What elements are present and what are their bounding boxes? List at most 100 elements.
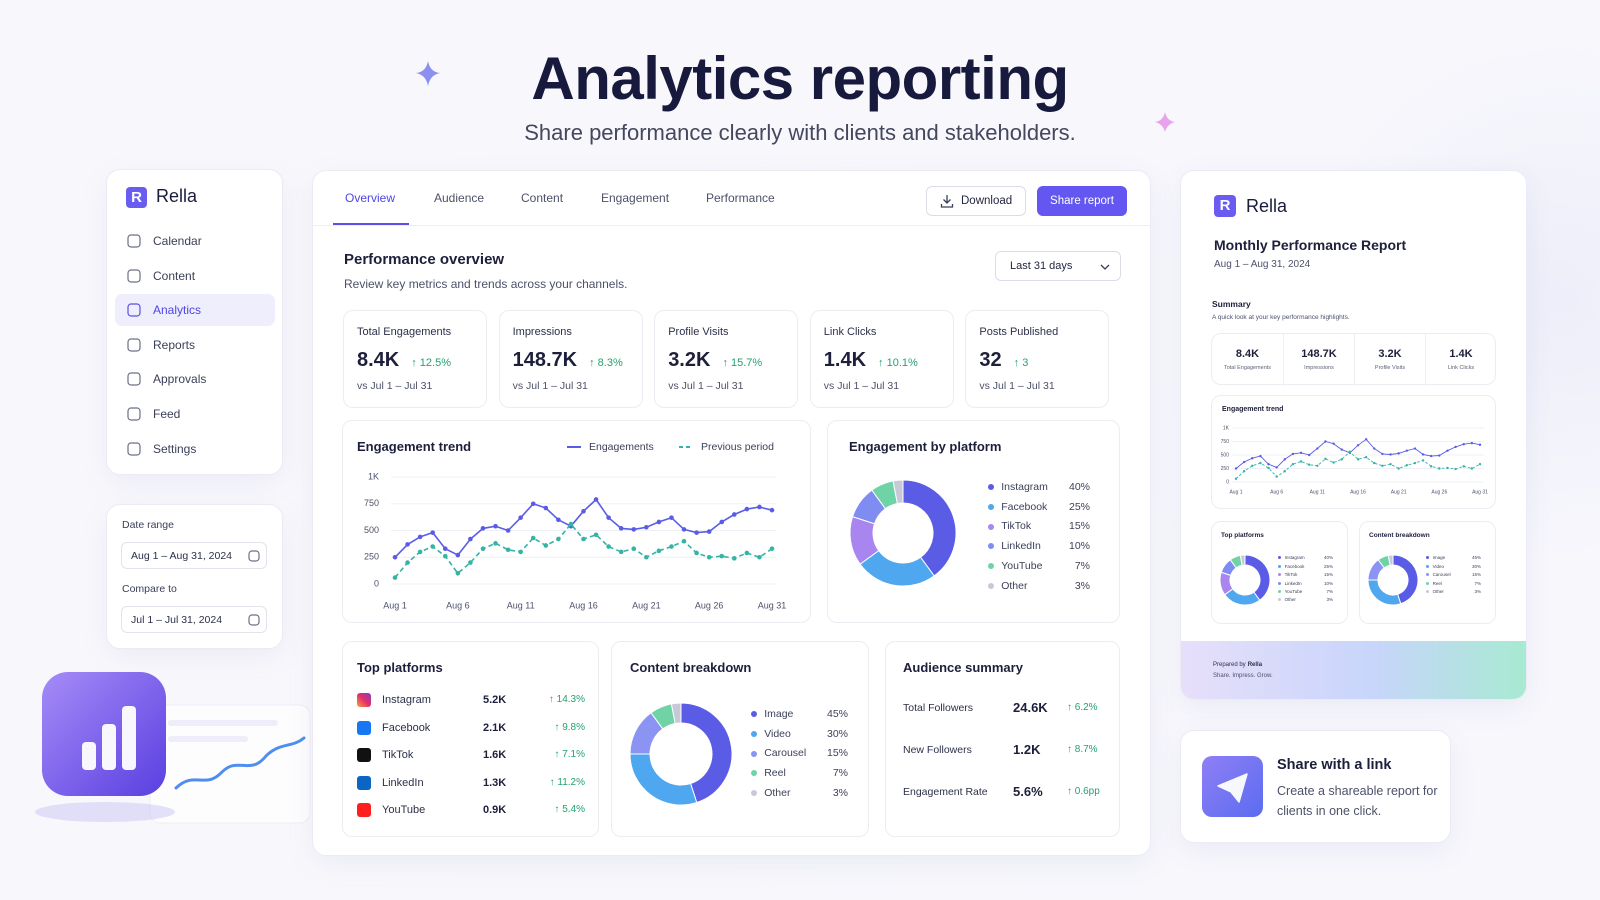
point [455,552,461,558]
point [1373,447,1376,450]
nav-item[interactable]: Content [115,260,275,292]
nav-item[interactable]: Feed [115,398,275,430]
tab[interactable]: Content [521,191,564,205]
tagline: Share. Impress. Grow. [1213,673,1273,679]
point [1446,466,1449,470]
series-line [1235,438,1481,469]
point [1291,462,1295,466]
legend-value: 45% [1471,555,1481,561]
legend-value: 3% [1474,588,1481,594]
tab[interactable]: Engagement [601,191,670,205]
mini-title: Top platforms [1221,532,1264,539]
point [405,560,410,565]
nav-item[interactable]: Analytics [115,294,275,327]
point [1430,454,1433,458]
legend-label: TikTok [1001,520,1032,533]
x-tick-label: Aug 1 [383,600,407,610]
mini-kpi-value: 148.7K [1301,348,1337,360]
download-button[interactable]: Download [926,186,1026,216]
platform-name: TikTok [382,749,414,761]
mini-donut [1367,554,1419,606]
legend-value: 30% [826,727,848,740]
share-button[interactable]: Share report [1037,186,1127,216]
legend-swatch [751,770,757,777]
legend-item: Other 3% [751,787,848,800]
point [1308,463,1311,466]
date-input[interactable]: Jul 1 – Jul 31, 2024 [121,606,267,633]
section-subtitle: Review key metrics and trends across you… [344,277,628,291]
point [681,538,687,544]
platform-value: 1.6K [483,749,507,761]
point [631,546,637,551]
point [1478,462,1482,466]
y-tick-label: 250 [1221,466,1230,472]
icon-shape [127,441,141,456]
summary-title: Summary [1212,299,1251,309]
point [1470,441,1474,445]
point [543,543,549,548]
icon [127,303,141,317]
mini-kpi-value: 1.4K [1449,348,1473,360]
kpi-value: 3.2K [668,349,711,371]
icon [127,441,141,456]
legend-label: Video [1432,563,1445,569]
kpi-value: 1.4K [823,349,867,371]
legend-item: Reel 7% [1426,581,1481,586]
legend-item: YouTube 7% [1278,589,1333,594]
tab[interactable]: Overview [345,191,396,205]
field-label: Date range [122,519,174,531]
kpi-card: Impressions 148.7K ↑ 8.3% vs Jul 1 – Jul 31 [498,310,643,408]
point [1324,457,1327,460]
mini-kpi: 148.7K Impressions [1283,334,1354,386]
legend-label: Image [1432,555,1446,561]
nav-item[interactable]: Reports [115,329,275,361]
period-dropdown[interactable]: Last 31 days [995,251,1121,281]
y-tick-label: 250 [364,552,379,562]
kpi-change: ↑ 15.7% [722,357,763,369]
legend-item: Video 30% [751,728,848,741]
tab-indicator [333,223,409,225]
donut-segment [680,702,733,804]
point [1413,447,1417,450]
nav-item[interactable]: Calendar [115,225,275,257]
tab[interactable]: Audience [434,191,485,205]
date-input[interactable]: Aug 1 – Aug 31, 2024 [121,542,267,569]
point [581,536,586,542]
legend-swatch [1278,581,1281,585]
nav-item[interactable]: Settings [115,433,275,465]
platform-icon [357,775,371,790]
tab[interactable]: Performance [706,191,775,205]
icon-shape [248,614,260,626]
legend-item: YouTube 7% [988,560,1090,573]
page-subtitle: Share performance clearly with clients a… [524,120,1076,145]
sparkle [416,61,440,86]
point [1405,449,1408,452]
legend-swatch [751,790,757,797]
date-value: Jul 1 – Jul 31, 2024 [131,614,223,626]
nav-item[interactable]: Approvals [115,363,275,395]
x-tick-label: Aug 31 [1472,489,1488,495]
legend-value: 15% [1068,520,1090,533]
kpi-compare: vs Jul 1 – Jul 31 [512,380,588,392]
kpi-row: 148.7K ↑ 8.3% [513,349,623,372]
kpi-change: ↑ 3 [1013,357,1029,369]
legend-item: Other 3% [1278,597,1333,602]
icon-shape [127,407,141,421]
divider [313,225,1150,226]
point [1259,461,1262,465]
analytics-illustration [35,672,311,824]
top-platforms-card: Top platforms Instagram 5.2K ↑ 14.3% Faceboo… [342,641,599,837]
x-tick-label: Aug 11 [507,600,535,610]
mini-kpi: 3.2K Profile Visits [1354,334,1425,386]
dropdown-value: Last 31 days [1010,260,1073,272]
point [581,508,586,514]
point [417,534,423,540]
share-icon [1202,756,1263,817]
point [1332,461,1335,464]
point [405,542,410,547]
icon-shape [127,372,141,386]
table-row: Instagram 5.2K ↑ 14.3% [343,690,600,710]
platform-card: Engagement by platform Instagram 40% Facebo… [827,420,1120,623]
